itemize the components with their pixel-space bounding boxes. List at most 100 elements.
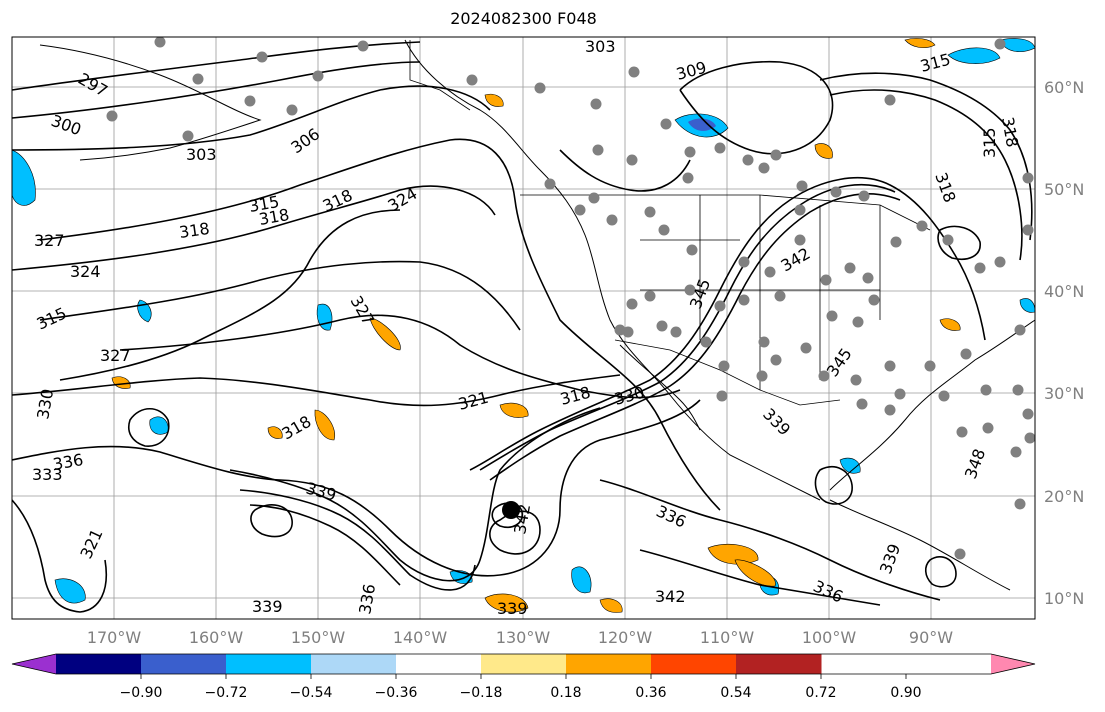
contour-line [128,407,170,447]
border-alaska-canada [409,40,471,111]
station-marker [884,94,896,106]
station-marker [658,224,670,236]
map-title: 2024082300 F048 [450,9,597,28]
station-marker [716,390,728,402]
colorbar-segment [736,654,822,674]
station-marker [312,70,324,82]
contour-label: 318 [178,219,211,242]
station-marker [534,82,546,94]
lat-label-60n: 60°N [1044,78,1084,97]
shade-patch [267,426,283,439]
contour-line [59,209,401,381]
station-marker [916,220,928,232]
station-marker [738,256,750,268]
shade-patch [599,598,623,613]
cyclone-center-dot [502,501,520,519]
contour-line [229,407,601,582]
station-marker [974,262,986,274]
contour-line [12,61,421,119]
colorbar-label: 0.90 [890,685,921,701]
station-marker [942,234,954,246]
station-marker [764,266,776,278]
station-marker [858,190,870,202]
shade-patch [814,143,833,159]
map-area [12,37,1035,619]
station-marker [714,142,726,154]
station-marker [154,37,166,48]
colorbar-segment [226,654,312,674]
station-marker [588,192,600,204]
station-marker [1014,498,1026,510]
station-marker [890,236,902,248]
shade-patch [1019,298,1035,313]
station-marker [862,272,874,284]
station-marker [1014,324,1026,336]
political-borders [409,40,931,406]
contour-line [924,556,957,588]
station-marker [980,384,992,396]
colorbar-segment [566,654,652,674]
contour-line [599,479,941,601]
shade-patch [707,543,759,565]
coastline-baja [619,344,701,431]
contour-line [12,374,621,407]
station-marker [714,300,726,312]
station-marker [1012,384,1024,396]
station-marker [884,360,896,372]
colorbar-segment [141,654,227,674]
station-marker [626,298,638,310]
station-marker [770,354,782,366]
station-marker [770,149,782,161]
station-marker [850,374,862,386]
colorbar-right-extension [991,654,1035,674]
lon-label-110w: 110°W [700,628,755,647]
contour-line [12,185,496,271]
shade-patch [369,317,401,351]
station-marker [682,172,694,184]
lon-label-130w: 130°W [496,628,551,647]
colorbar-label: −0.54 [290,685,333,701]
contour-line [12,499,107,613]
colorbar-segment [56,654,142,674]
station-marker [852,316,864,328]
station-marker [606,214,618,226]
colorbar-outline [11,653,1036,675]
contour-label: 315 [980,127,999,158]
station-marker [256,51,268,63]
station-marker [758,162,770,174]
contour-line [39,138,721,511]
contour-line [559,149,691,192]
lat-label-10n: 10°N [1044,589,1084,608]
station-marker [244,95,256,107]
station-marker [794,234,806,246]
shade-patch [688,118,716,131]
station-marker [794,204,806,216]
colorbar-left-extension [12,654,56,674]
station-marker [894,388,906,400]
shade-patch [484,593,529,613]
colorbar-label: −0.72 [205,685,248,701]
contour-line [489,193,901,481]
shade-patch [839,457,861,474]
colorbar-label: −0.90 [120,685,163,701]
station-marker [686,244,698,256]
contour-line [639,549,881,606]
lat-label-30n: 30°N [1044,384,1084,403]
coastlines [39,39,1035,591]
lat-label-40n: 40°N [1044,282,1084,301]
station-marker [994,256,1006,268]
station-marker [644,206,656,218]
station-marker [844,262,856,274]
contour-label: 324 [70,262,101,281]
station-marker [574,204,586,216]
station-marker [994,38,1006,50]
station-marker [1024,432,1035,444]
station-marker [466,74,478,86]
station-marker [718,360,730,372]
station-marker [960,348,972,360]
contour-line [814,466,853,505]
shade-patch [999,38,1035,53]
station-marker [684,284,696,296]
lon-label-100w: 100°W [802,628,857,647]
shade-patch [939,318,961,331]
